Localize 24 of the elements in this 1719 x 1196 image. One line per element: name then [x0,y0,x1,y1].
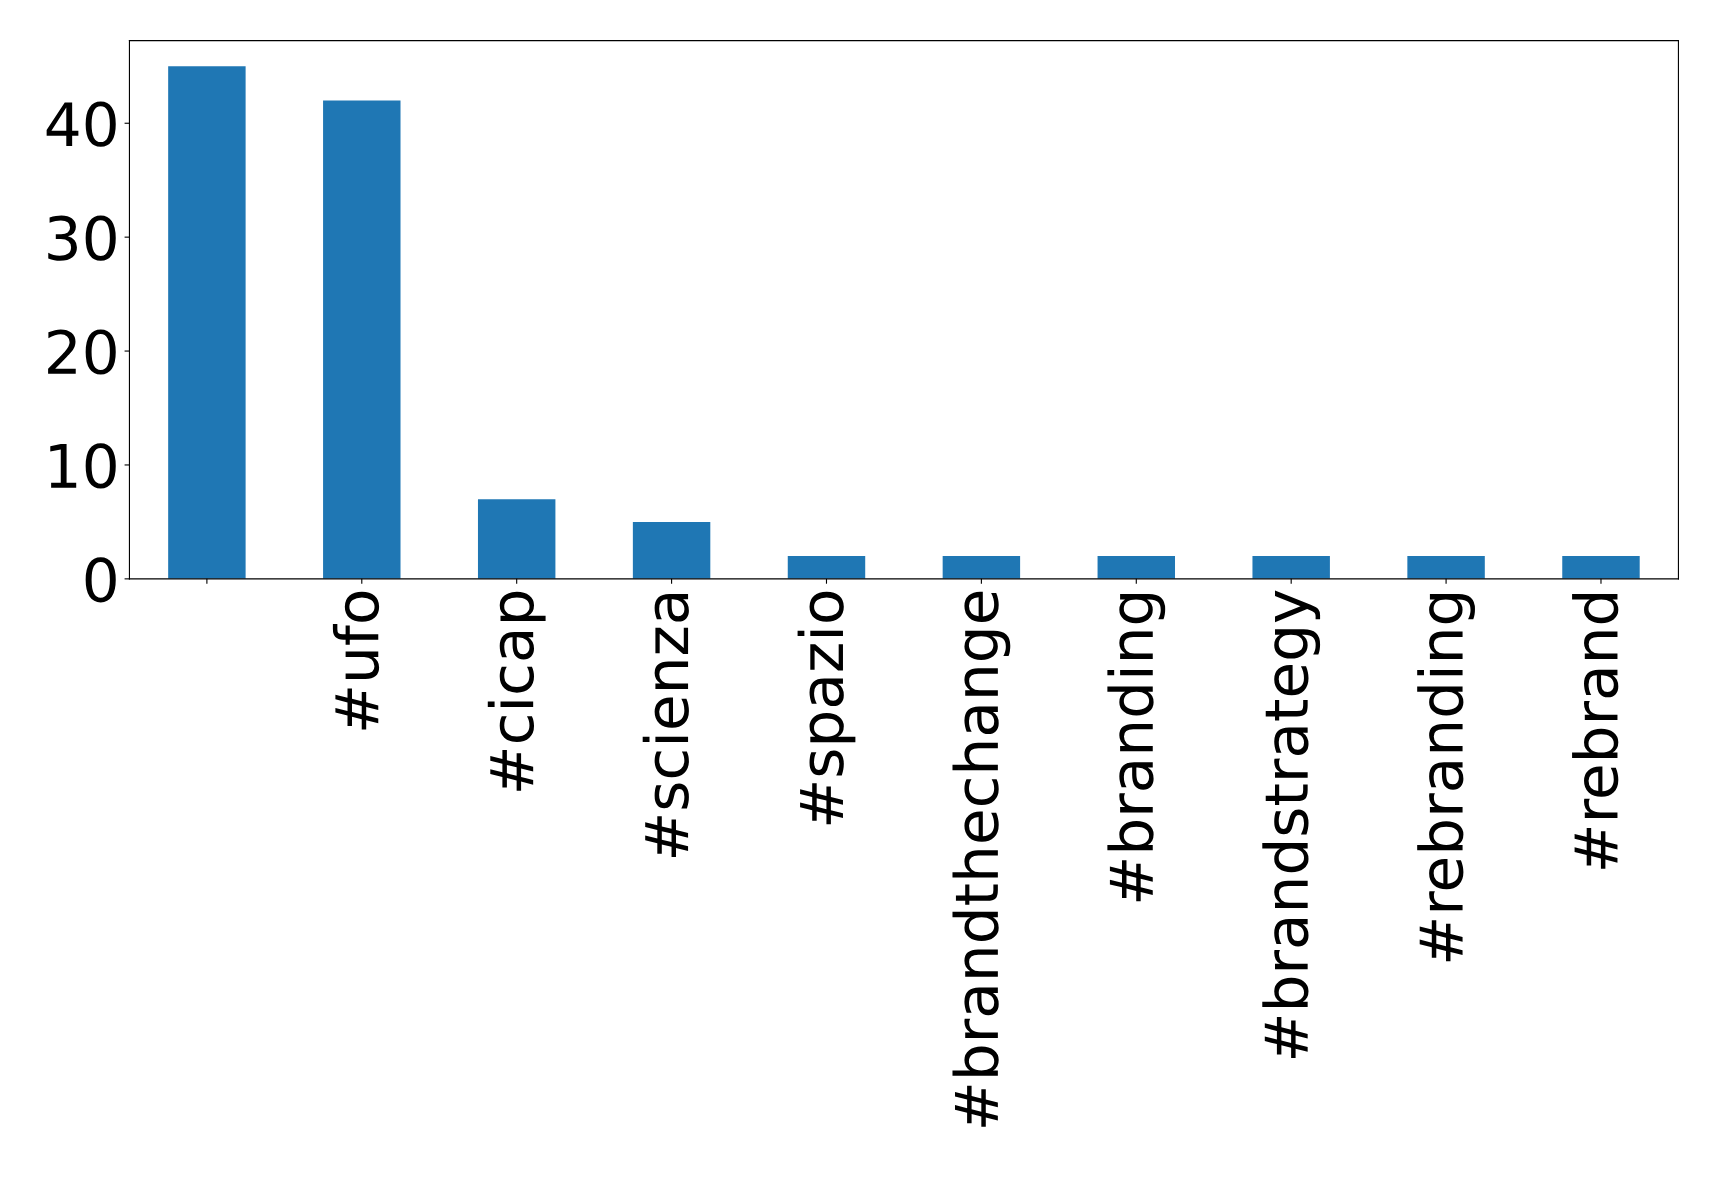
x-tick-label: #scienza [642,594,689,858]
bar [1562,556,1640,579]
bar [632,521,711,579]
x-tick-label: #branding [1107,594,1166,902]
bar [1407,556,1485,579]
y-tick-label: 30 [48,215,116,261]
bar [477,499,556,579]
y-tick-label: 40 [46,101,116,147]
bar [1097,556,1176,579]
x-tick-label: #brandthechange [952,591,1011,1127]
bar [942,556,1021,579]
y-tick-label: 0 [85,557,116,603]
y-tick-label: 10 [50,443,116,489]
x-tick-label: #cicap [487,591,546,791]
bar [323,100,401,579]
bar [1252,556,1330,579]
x-tick-label: #rebranding [1417,594,1475,962]
y-tick-label: 20 [48,329,116,375]
x-tick-label: #ufo [332,591,380,730]
bar [787,556,866,579]
x-tick-label: #brandstrategy [1262,590,1321,1058]
x-tick-label: #spazio [797,591,856,825]
bar [168,66,246,579]
x-tick-label: #rebrand [1572,594,1619,869]
